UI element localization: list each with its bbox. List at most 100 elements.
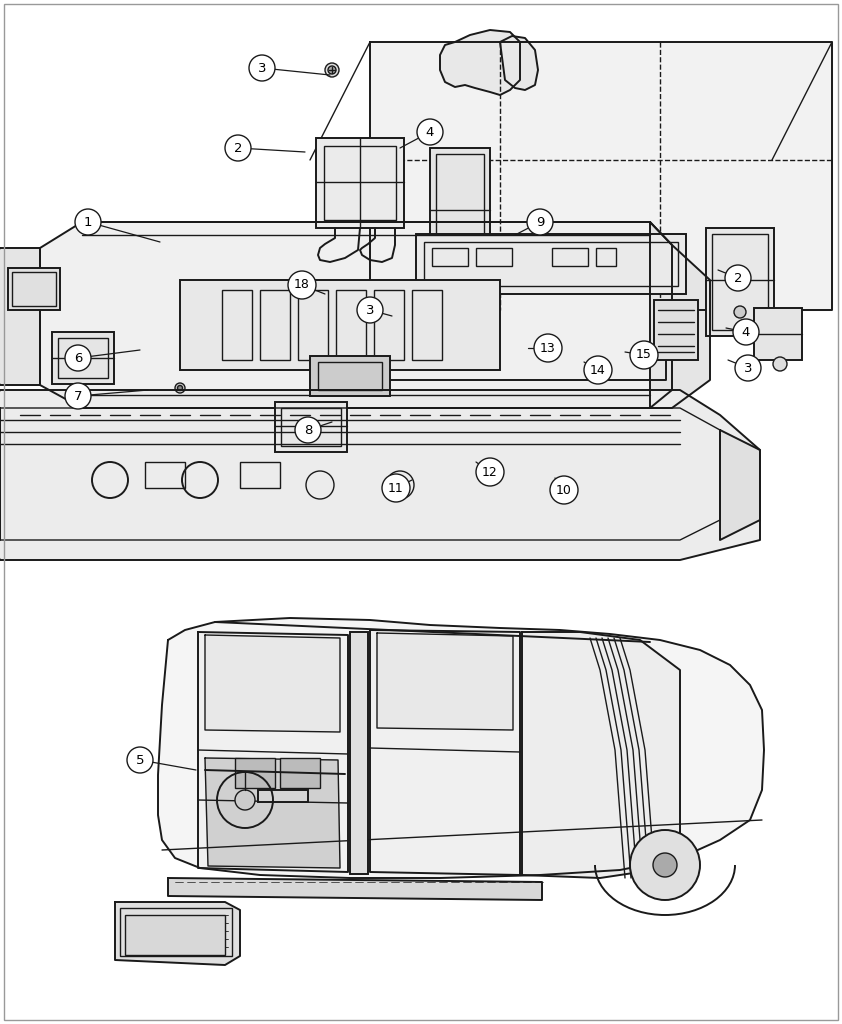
Circle shape bbox=[65, 383, 91, 409]
Bar bbox=[275, 402, 347, 452]
Polygon shape bbox=[720, 430, 760, 540]
Bar bbox=[436, 154, 484, 262]
Bar bbox=[430, 148, 490, 268]
Bar bbox=[145, 462, 185, 488]
Circle shape bbox=[249, 55, 275, 81]
Text: 10: 10 bbox=[556, 483, 572, 497]
Polygon shape bbox=[500, 36, 538, 90]
Polygon shape bbox=[360, 228, 395, 262]
Bar bbox=[52, 332, 114, 384]
Circle shape bbox=[178, 385, 183, 390]
Bar bbox=[336, 290, 366, 360]
Bar bbox=[476, 248, 512, 266]
Polygon shape bbox=[198, 632, 348, 872]
Circle shape bbox=[382, 474, 410, 502]
Bar bbox=[120, 908, 232, 956]
Bar bbox=[58, 338, 108, 378]
Bar bbox=[235, 758, 275, 788]
Circle shape bbox=[550, 476, 578, 504]
Polygon shape bbox=[440, 30, 520, 95]
Bar bbox=[432, 248, 468, 266]
Circle shape bbox=[527, 209, 553, 234]
Bar bbox=[318, 362, 382, 390]
Bar bbox=[125, 915, 225, 955]
Bar bbox=[416, 234, 686, 294]
Circle shape bbox=[127, 746, 153, 773]
Bar bbox=[324, 146, 396, 220]
Bar bbox=[298, 290, 328, 360]
Circle shape bbox=[65, 345, 91, 371]
Circle shape bbox=[476, 458, 504, 486]
Circle shape bbox=[734, 306, 746, 318]
Circle shape bbox=[225, 135, 251, 161]
Text: 14: 14 bbox=[590, 364, 606, 377]
Circle shape bbox=[328, 66, 336, 74]
Bar bbox=[754, 308, 802, 360]
Polygon shape bbox=[115, 902, 240, 965]
Bar bbox=[412, 290, 442, 360]
Text: 11: 11 bbox=[388, 481, 404, 495]
Bar bbox=[310, 356, 390, 396]
Bar bbox=[596, 248, 616, 266]
Circle shape bbox=[773, 357, 787, 371]
Circle shape bbox=[584, 356, 612, 384]
Text: 3: 3 bbox=[365, 303, 374, 316]
Circle shape bbox=[534, 334, 562, 362]
Circle shape bbox=[653, 853, 677, 877]
Text: 12: 12 bbox=[482, 466, 498, 478]
Circle shape bbox=[455, 285, 465, 295]
Text: 15: 15 bbox=[636, 348, 652, 361]
Circle shape bbox=[725, 265, 751, 291]
Text: 1: 1 bbox=[83, 215, 93, 228]
Text: 18: 18 bbox=[294, 279, 310, 292]
Bar bbox=[552, 248, 588, 266]
Polygon shape bbox=[377, 633, 513, 730]
Polygon shape bbox=[158, 618, 764, 878]
Polygon shape bbox=[205, 758, 340, 868]
Circle shape bbox=[454, 284, 466, 296]
Bar bbox=[12, 272, 56, 306]
Circle shape bbox=[175, 383, 185, 393]
Bar bbox=[281, 408, 341, 446]
Bar bbox=[374, 290, 404, 360]
Polygon shape bbox=[318, 228, 360, 262]
Text: 7: 7 bbox=[74, 389, 83, 402]
Bar bbox=[180, 280, 500, 370]
Polygon shape bbox=[0, 248, 40, 385]
Bar bbox=[654, 300, 698, 360]
Text: 8: 8 bbox=[304, 424, 312, 436]
Bar bbox=[240, 462, 280, 488]
Circle shape bbox=[295, 417, 321, 443]
Circle shape bbox=[235, 790, 255, 810]
Text: 3: 3 bbox=[258, 61, 266, 75]
Circle shape bbox=[325, 63, 339, 77]
Bar bbox=[258, 790, 308, 802]
Text: 3: 3 bbox=[743, 361, 752, 375]
Bar bbox=[424, 242, 678, 286]
Polygon shape bbox=[370, 42, 832, 380]
Circle shape bbox=[357, 297, 383, 323]
Circle shape bbox=[630, 341, 658, 369]
Bar bbox=[350, 632, 368, 874]
Circle shape bbox=[75, 209, 101, 234]
Text: 4: 4 bbox=[426, 126, 434, 138]
Polygon shape bbox=[650, 222, 710, 408]
Bar bbox=[316, 138, 404, 228]
Text: 13: 13 bbox=[540, 341, 556, 354]
Bar bbox=[260, 290, 290, 360]
Bar bbox=[222, 290, 252, 360]
Circle shape bbox=[630, 830, 700, 900]
Polygon shape bbox=[40, 222, 672, 408]
Circle shape bbox=[417, 119, 443, 145]
Circle shape bbox=[485, 285, 495, 295]
Text: 5: 5 bbox=[136, 754, 144, 767]
Circle shape bbox=[457, 287, 463, 293]
Bar bbox=[8, 268, 60, 310]
Text: 9: 9 bbox=[536, 215, 544, 228]
Circle shape bbox=[288, 271, 316, 299]
Text: 2: 2 bbox=[733, 271, 743, 285]
Text: 6: 6 bbox=[74, 351, 83, 365]
Polygon shape bbox=[0, 390, 760, 560]
Circle shape bbox=[735, 355, 761, 381]
Bar bbox=[706, 228, 774, 336]
